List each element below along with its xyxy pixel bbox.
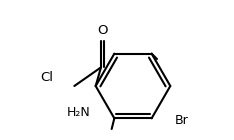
Text: H₂N: H₂N [67, 106, 90, 119]
Text: Cl: Cl [40, 72, 53, 85]
Text: Br: Br [174, 114, 188, 127]
Text: O: O [97, 24, 108, 37]
